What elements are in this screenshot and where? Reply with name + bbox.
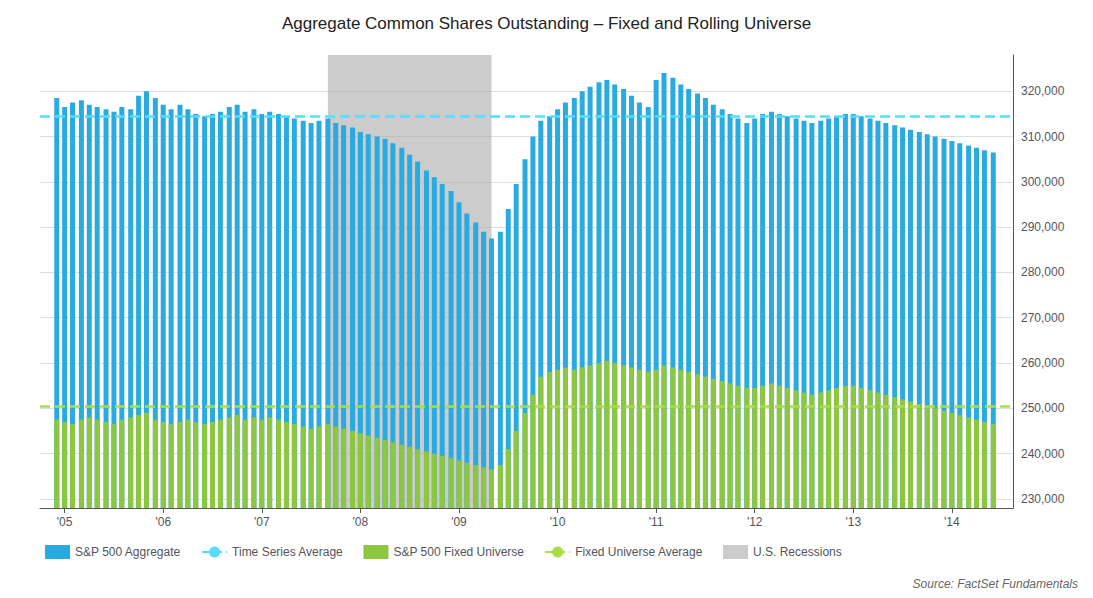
svg-text:270,000: 270,000: [1021, 311, 1065, 325]
svg-text:'07: '07: [254, 515, 270, 529]
svg-text:310,000: 310,000: [1021, 130, 1065, 144]
svg-text:'06: '06: [155, 515, 171, 529]
svg-text:Source: FactSet Fundamentals: Source: FactSet Fundamentals: [913, 577, 1078, 591]
svg-text:'05: '05: [57, 515, 73, 529]
svg-text:S&P 500 Fixed Universe: S&P 500 Fixed Universe: [393, 545, 524, 559]
svg-text:'13: '13: [845, 515, 861, 529]
svg-text:230,000: 230,000: [1021, 492, 1065, 506]
svg-text:'11: '11: [649, 515, 664, 529]
svg-text:'10: '10: [550, 515, 566, 529]
svg-text:'14: '14: [944, 515, 960, 529]
svg-text:U.S. Recessions: U.S. Recessions: [753, 545, 842, 559]
svg-text:Aggregate Common Shares Outsta: Aggregate Common Shares Outstanding – Fi…: [282, 14, 811, 33]
svg-text:320,000: 320,000: [1021, 84, 1065, 98]
svg-text:290,000: 290,000: [1021, 220, 1065, 234]
svg-text:'12: '12: [747, 515, 763, 529]
svg-text:260,000: 260,000: [1021, 356, 1065, 370]
svg-text:240,000: 240,000: [1021, 447, 1065, 461]
svg-text:S&P 500 Aggregate: S&P 500 Aggregate: [75, 545, 181, 559]
svg-text:'09: '09: [451, 515, 467, 529]
svg-text:280,000: 280,000: [1021, 265, 1065, 279]
svg-text:300,000: 300,000: [1021, 175, 1065, 189]
svg-text:Fixed Universe Average: Fixed Universe Average: [575, 545, 703, 559]
svg-text:Time Series Average: Time Series Average: [232, 545, 343, 559]
svg-text:250,000: 250,000: [1021, 401, 1065, 415]
svg-text:'08: '08: [353, 515, 369, 529]
